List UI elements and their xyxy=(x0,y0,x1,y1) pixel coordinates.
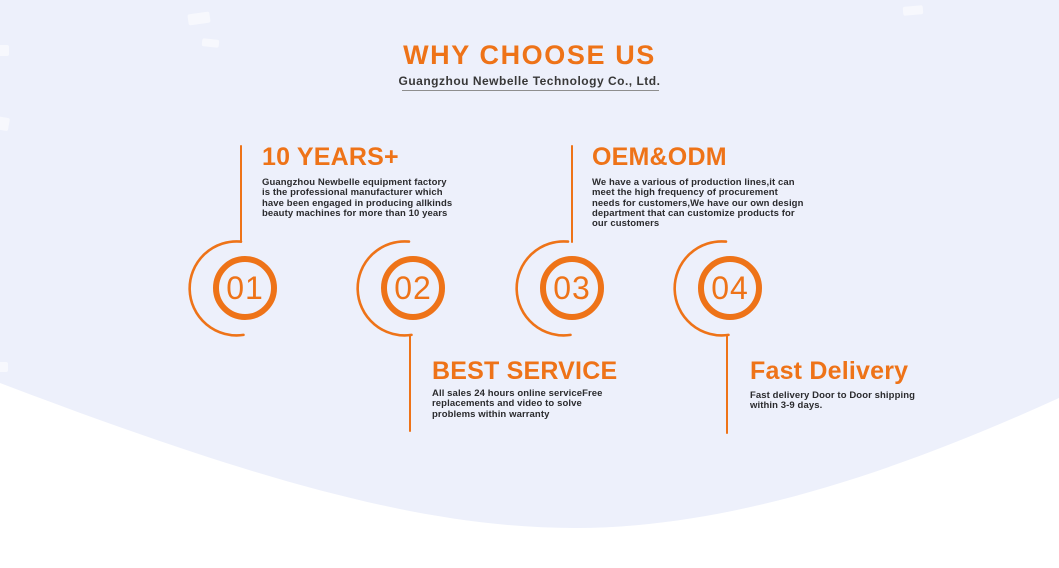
header-divider xyxy=(402,90,659,91)
sparkle-decoration xyxy=(0,362,8,372)
sparkle-decoration xyxy=(187,11,211,26)
feature-01-number-badge: 01 xyxy=(185,228,305,348)
feature-01-number: 01 xyxy=(226,269,264,306)
feature-02-connector-line xyxy=(409,334,411,432)
circle-badge-icon xyxy=(673,240,762,337)
feature-02-description: All sales 24 hours online serviceFree re… xyxy=(432,388,603,420)
feature-04-number-badge: 04 xyxy=(670,228,790,348)
feature-03-connector-line xyxy=(571,145,573,243)
feature-04-heading: Fast Delivery xyxy=(750,357,909,385)
feature-03-number: 03 xyxy=(553,269,591,306)
circle-badge-icon xyxy=(188,240,277,337)
feature-01-heading: 10 YEARS+ xyxy=(262,143,399,171)
feature-04-number: 04 xyxy=(711,269,749,306)
sparkle-decoration xyxy=(0,45,9,56)
circle-badge-icon xyxy=(356,240,445,337)
feature-03-heading: OEM&ODM xyxy=(592,143,727,171)
feature-02-number: 02 xyxy=(394,269,432,306)
page-title: WHY CHOOSE US xyxy=(403,40,656,70)
feature-03-number-badge: 03 xyxy=(512,228,632,348)
feature-04-description: Fast delivery Door to Door shipping with… xyxy=(750,390,916,412)
sparkle-decoration xyxy=(902,5,924,16)
feature-04-connector-line xyxy=(726,334,728,434)
feature-02-number-badge: 02 xyxy=(353,228,473,348)
feature-01-connector-line xyxy=(240,145,242,243)
company-name: Guangzhou Newbelle Technology Co., Ltd. xyxy=(398,74,661,88)
sparkle-decoration xyxy=(0,115,11,132)
feature-03-description: We have a various of production lines,it… xyxy=(592,177,804,230)
circle-badge-icon xyxy=(515,240,604,337)
feature-02-heading: BEST SERVICE xyxy=(432,357,618,385)
feature-01-description: Guangzhou Newbelle equipment factory is … xyxy=(262,177,453,219)
